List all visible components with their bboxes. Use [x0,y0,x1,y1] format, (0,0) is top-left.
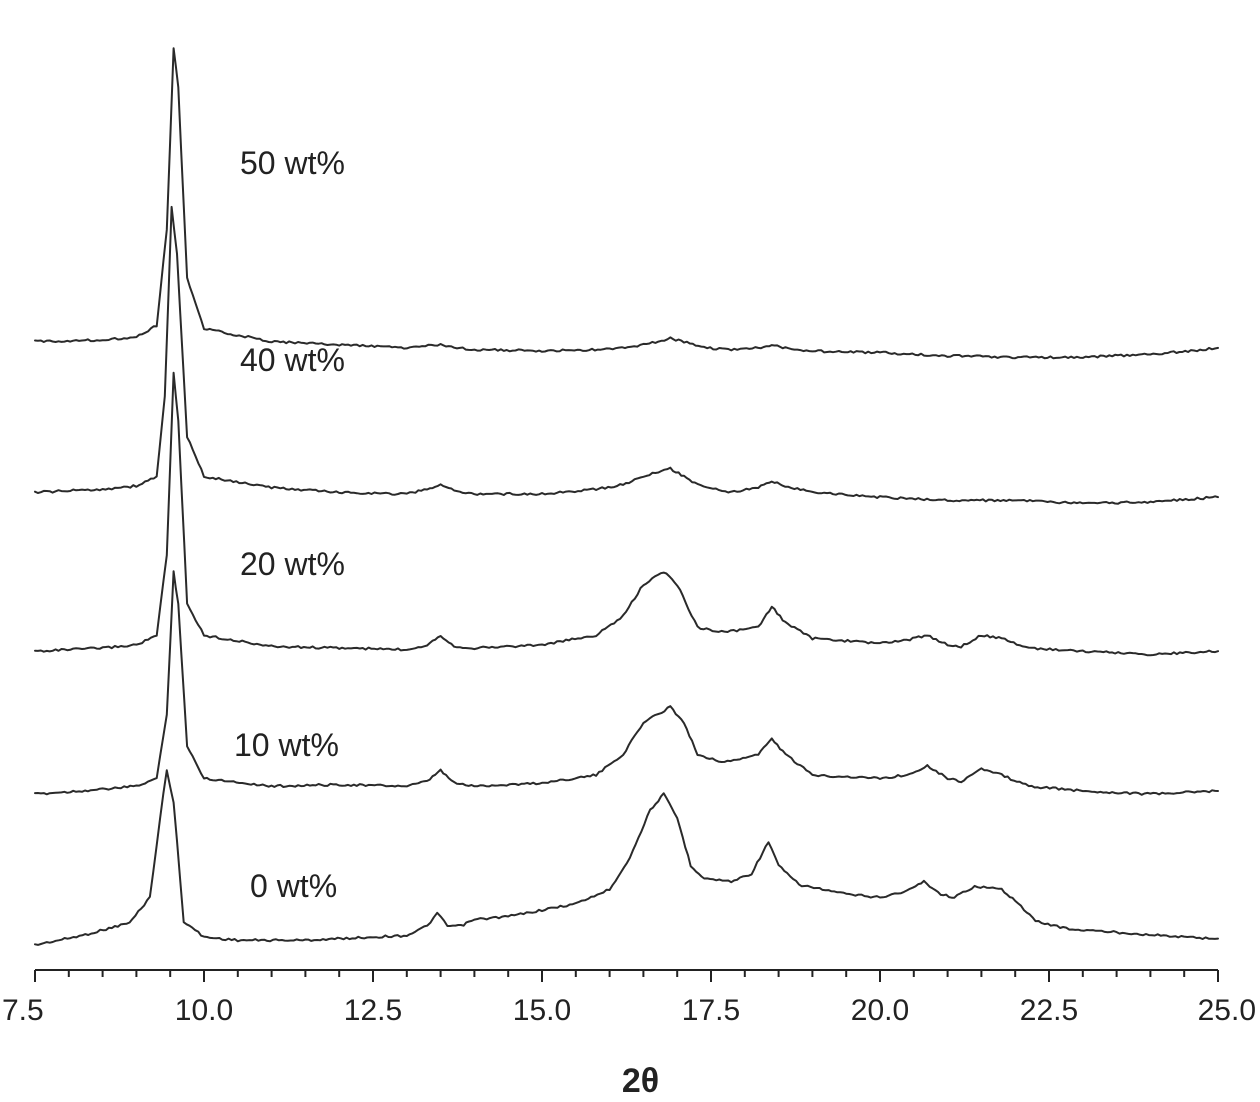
series-line-50-wt [34,47,1219,360]
series-label: 10 wt% [234,727,339,763]
series-label: 20 wt% [240,546,345,582]
series-label: 0 wt% [250,868,337,904]
x-tick-label: 7.5 [2,994,44,1027]
series-line-20-wt [34,371,1219,657]
x-axis: 7.5 10.0 12.5 15.0 17.5 20.0 22.5 25.0 [2,969,1256,1027]
series-line-40-wt [34,205,1219,505]
series-labels-group: 0 wt% 10 wt% 20 wt% 40 wt% 50 wt% [234,145,345,904]
series-label: 40 wt% [240,342,345,378]
traces-group [34,47,1219,946]
x-tick-label: 10.0 [175,994,233,1027]
x-axis-title: 2θ [622,1062,659,1100]
x-tick-label: 12.5 [344,994,402,1027]
x-tick-label: 25.0 [1198,994,1256,1027]
series-line-10-wt [34,570,1219,796]
x-tick-label: 20.0 [851,994,909,1027]
series-label: 50 wt% [240,145,345,181]
x-tick-label: 17.5 [682,994,740,1027]
x-tick-label: 15.0 [513,994,571,1027]
series-line-0-wt [34,769,1219,946]
x-tick-label: 22.5 [1020,994,1078,1027]
